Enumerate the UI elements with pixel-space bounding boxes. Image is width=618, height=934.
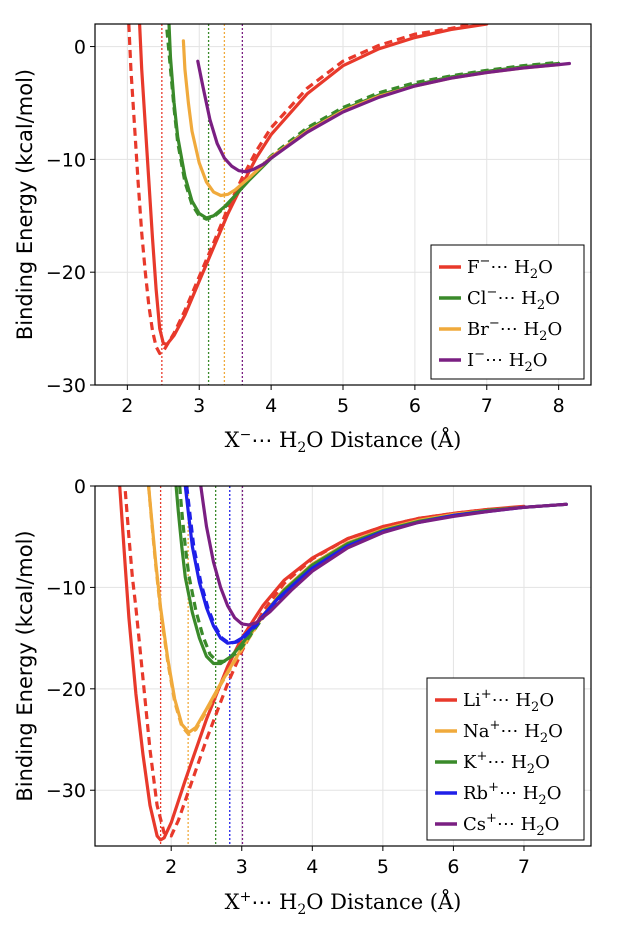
y-tick-label: 0 xyxy=(74,476,86,498)
y-tick-label: 0 xyxy=(74,37,86,59)
y-tick-label: −30 xyxy=(46,375,86,397)
legend: Li+⋯ H2O Na+⋯ H2O K+⋯ H2O Rb+⋯ H2O Cs+⋯ H2O xyxy=(426,677,585,841)
plot-area xyxy=(127,24,572,355)
y-tick-label: −10 xyxy=(46,149,86,171)
series-K-solid xyxy=(174,486,568,666)
legend-label-Na: Na+⋯ H2O xyxy=(463,718,563,746)
x-tick-label: 7 xyxy=(518,856,530,878)
y-tick-label: −10 xyxy=(46,577,86,599)
x-tick-label: 6 xyxy=(447,856,459,878)
legend-label-Cs: Cs+⋯ H2O xyxy=(463,811,559,839)
legend-label-Rb: Rb+⋯ H2O xyxy=(463,780,561,808)
x-tick-label: 2 xyxy=(121,395,133,417)
legend-label-Br: Br−⋯ H2O xyxy=(467,316,562,344)
legend: F−⋯ H2O Cl−⋯ H2O Br−⋯ H2O I−⋯ H2O xyxy=(430,244,585,380)
y-tick-label: −20 xyxy=(46,262,86,284)
x-tick-label: 7 xyxy=(481,395,493,417)
legend-label-Cl: Cl−⋯ H2O xyxy=(467,285,560,313)
chart-cations: 2 3 4 5 6 7 0 −10 −20 −30 Binding Energy (kcal/mol… xyxy=(13,476,592,918)
x-axis-label: X+⋯ H2O Distance (Å) xyxy=(225,889,462,918)
series-Li-solid xyxy=(118,486,526,842)
series-Li-dashed xyxy=(123,490,489,838)
series-Cs-solid xyxy=(199,486,568,627)
x-tick-label: 5 xyxy=(337,395,349,417)
x-tick-label: 4 xyxy=(306,856,318,878)
x-tick-label: 3 xyxy=(236,856,248,878)
legend-label-F: F−⋯ H2O xyxy=(467,254,553,282)
legend-box xyxy=(426,677,585,841)
series-I-solid xyxy=(196,59,572,174)
x-tick-label: 8 xyxy=(553,395,565,417)
y-tick-label: −20 xyxy=(46,679,86,701)
legend-label-I: I−⋯ H2O xyxy=(467,347,548,375)
series-F-dashed xyxy=(127,24,473,355)
y-axis-label: Binding Energy (kcal/mol) xyxy=(13,69,37,340)
y-tick-label: −30 xyxy=(46,780,86,802)
legend-label-K: K+⋯ H2O xyxy=(463,749,550,777)
x-tick-label: 5 xyxy=(377,856,389,878)
x-tick-label: 6 xyxy=(409,395,421,417)
series-F-solid xyxy=(138,24,489,346)
legend-label-Li: Li+⋯ H2O xyxy=(463,687,554,715)
plot-area xyxy=(118,486,568,842)
plot-frame xyxy=(94,485,592,847)
x-axis-label: X−⋯ H2O Distance (Å) xyxy=(225,427,462,456)
chart-anions: 2 3 4 5 6 7 8 0 −10 −20 −30 Binding Energy (kcal/mo… xyxy=(13,23,592,456)
x-tick-label: 4 xyxy=(265,395,277,417)
x-tick-label: 3 xyxy=(193,395,205,417)
x-tick-label: 2 xyxy=(165,856,177,878)
y-axis-label: Binding Energy (kcal/mol) xyxy=(13,530,37,801)
